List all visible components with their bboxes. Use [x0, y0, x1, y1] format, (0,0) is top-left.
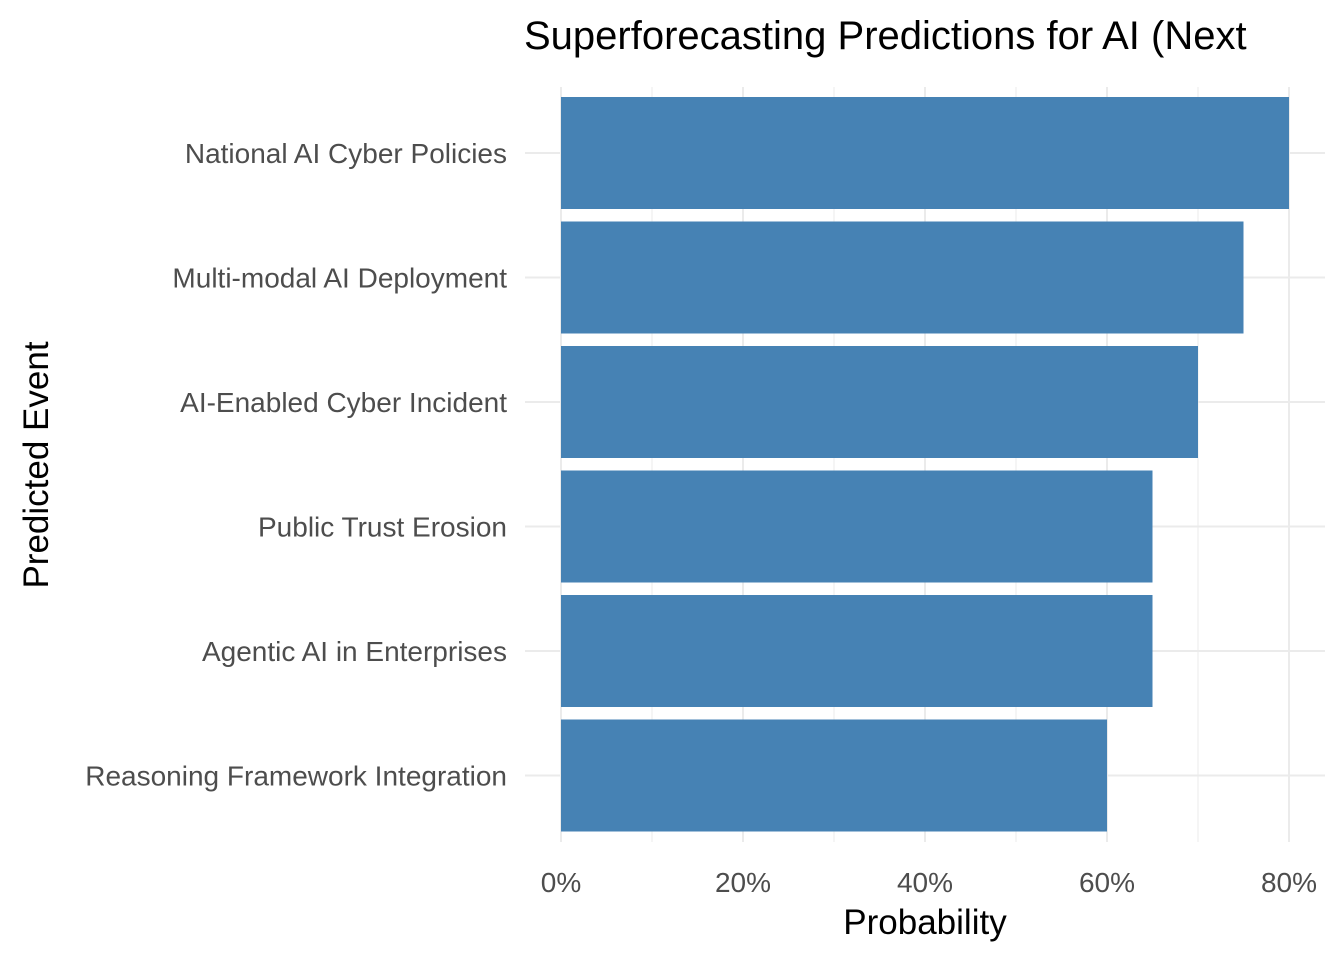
y-axis-title: Predicted Event — [17, 341, 56, 588]
y-tick-label: AI-Enabled Cyber Incident — [180, 387, 507, 418]
bar — [561, 719, 1107, 832]
bar — [561, 97, 1289, 209]
x-tick-label: 60% — [1079, 867, 1135, 898]
chart-title: Superforecasting Predictions for AI (Nex… — [524, 14, 1247, 58]
x-tick-label: 40% — [897, 867, 953, 898]
x-tick-label: 80% — [1261, 867, 1317, 898]
bar — [561, 595, 1153, 707]
x-tick-labels: 0% 20% 40% 60% 80% — [541, 867, 1317, 898]
x-tick-label: 0% — [541, 867, 581, 898]
bar — [561, 221, 1244, 334]
bars — [561, 97, 1289, 832]
y-tick-label: Agentic AI in Enterprises — [202, 636, 507, 667]
y-tick-label: Multi-modal AI Deployment — [172, 263, 507, 294]
x-tick-label: 20% — [715, 867, 771, 898]
bar — [561, 346, 1198, 458]
y-tick-label: National AI Cyber Policies — [185, 138, 507, 169]
y-tick-label: Public Trust Erosion — [258, 512, 507, 543]
bar — [561, 470, 1153, 583]
y-tick-labels: National AI Cyber Policies Multi-modal AI… — [85, 138, 507, 792]
x-axis-title: Probability — [843, 903, 1007, 942]
y-tick-label: Reasoning Framework Integration — [85, 761, 507, 792]
